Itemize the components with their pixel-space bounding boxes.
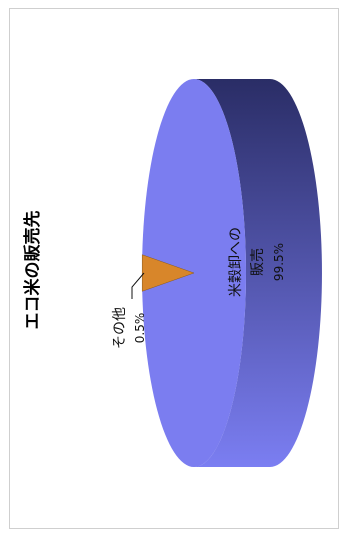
pie-slice-minor [141, 254, 195, 292]
label-minor: その他 [112, 307, 128, 349]
pie-side-surface [194, 79, 322, 467]
value-label-minor: 0.5% [133, 313, 147, 344]
label-main-line2: 販売 [250, 248, 266, 276]
chart-title: エコ米の販売先 [22, 211, 43, 330]
value-label-main: 99.5% [272, 243, 286, 281]
leader-line [131, 272, 145, 299]
label-main-line1: 米穀卸への [228, 227, 244, 297]
